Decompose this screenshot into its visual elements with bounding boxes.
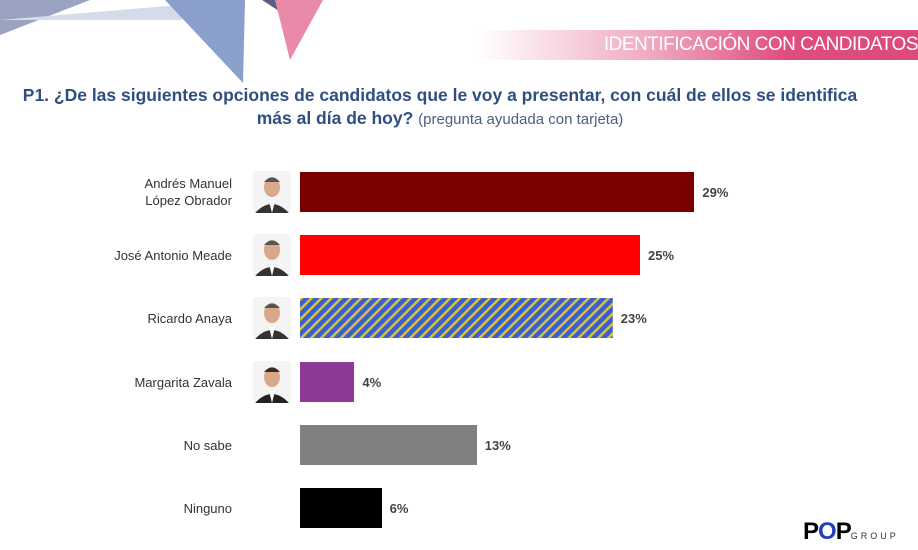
candidate-photo: [253, 361, 291, 403]
category-label: Andrés Manuel López Obrador: [144, 176, 232, 208]
data-label: 13%: [484, 438, 511, 453]
bar: [300, 298, 613, 338]
candidate-photo: [253, 171, 291, 213]
question-text: P1. ¿De las siguientes opciones de candi…: [22, 85, 858, 128]
category-label: No sabe: [183, 437, 232, 453]
banner-title: IDENTIFICACIÓN CON CANDIDATOS: [603, 34, 918, 55]
bar: [300, 488, 382, 528]
bar: [300, 362, 355, 402]
candidate-photo: [253, 234, 291, 276]
data-label: 25%: [648, 248, 675, 263]
data-label: 29%: [702, 185, 729, 200]
category-label: Ricardo Anaya: [147, 310, 232, 326]
pop-group-logo: POPGROUP: [803, 518, 899, 545]
decorative-triangles: [0, 0, 323, 83]
bar: [300, 425, 477, 465]
bar: [300, 172, 695, 212]
category-label: Margarita Zavala: [134, 374, 232, 390]
category-label: Ninguno: [183, 500, 232, 516]
section-banner: IDENTIFICACIÓN CON CANDIDATOS: [478, 30, 918, 60]
bar: [300, 235, 640, 275]
data-label: 6%: [389, 501, 409, 516]
data-label: 4%: [362, 375, 382, 390]
question-title: P1. ¿De las siguientes opciones de candi…: [20, 84, 860, 131]
candidate-photo: [253, 297, 291, 339]
question-note: (pregunta ayudada con tarjeta): [418, 111, 624, 128]
data-label: 23%: [620, 311, 647, 326]
category-label: José Antonio Meade: [114, 247, 232, 263]
